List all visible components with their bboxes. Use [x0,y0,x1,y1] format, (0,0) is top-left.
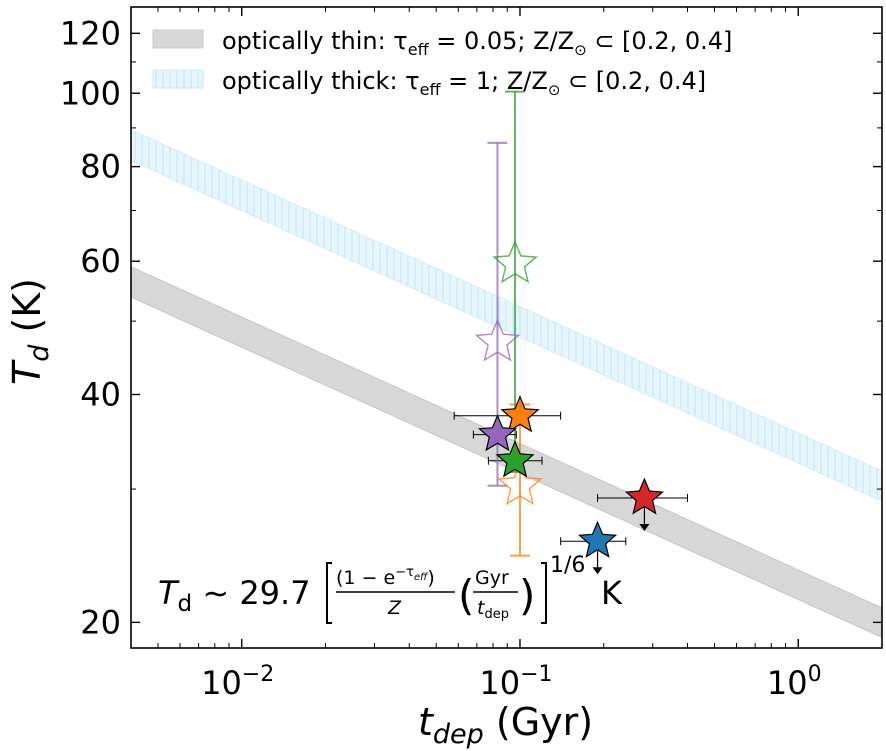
green-star [495,440,535,478]
band-thick [131,129,882,502]
legend-label-thick: optically thick: τeff = 1; Z/Z⊙ ⊂ [0.2, … [222,67,706,99]
svg-text:Td ∼ 29.7: Td ∼ 29.7 [158,574,311,617]
x-axis-label: tdep (Gyr) [418,700,593,750]
ticks-layer: 20 40 60 80 100 120 10−2 10−1 100 [60,7,882,702]
x-tick-label: 10−2 [201,662,274,702]
y-tick-label: 20 [80,603,121,641]
svg-text:): ) [519,571,535,620]
purple-hollow-star [474,318,521,362]
legend-label-thin: optically thin: τeff = 0.05; Z/Z⊙ ⊂ [0.2… [222,27,732,59]
y-tick-label: 120 [60,14,121,52]
y-axis-label: Td (K) [5,278,55,385]
orange-star [500,395,540,433]
green-hollow-star [492,239,538,284]
red-limit-arrow [639,523,650,531]
svg-text:Z: Z [387,597,402,619]
svg-text:(: ( [458,571,474,620]
red-star [624,477,664,515]
y-tick-label: 60 [80,242,121,280]
x-tick-label: 10−1 [479,662,552,702]
orange-hollow-star [497,461,543,506]
points-layer [474,239,664,558]
svg-text:tdep: tdep [477,597,509,622]
svg-text:Gyr: Gyr [475,567,509,589]
x-tick-label: 100 [767,662,822,702]
y-tick-label: 80 [80,148,121,186]
bands-layer [131,129,882,639]
svg-text:1/6: 1/6 [550,553,585,578]
y-tick-label: 100 [60,74,121,112]
legend-swatch-thick [152,69,204,89]
legend-swatch-thin [152,29,204,49]
plot-frame [130,6,883,649]
svg-text:K: K [601,574,623,612]
svg-text:(1 − e−τeff): (1 − e−τeff) [336,565,435,589]
y-tick-label: 40 [80,375,121,413]
purple-star [477,414,517,452]
formula-annotation: Td ∼ 29.7 (1 − e−τeff) Z ( Gyr tdep ) 1/… [158,553,623,624]
blue-limit-arrow [592,567,603,575]
blue-star [578,520,618,558]
legend: optically thin: τeff = 0.05; Z/Z⊙ ⊂ [0.2… [152,27,732,99]
